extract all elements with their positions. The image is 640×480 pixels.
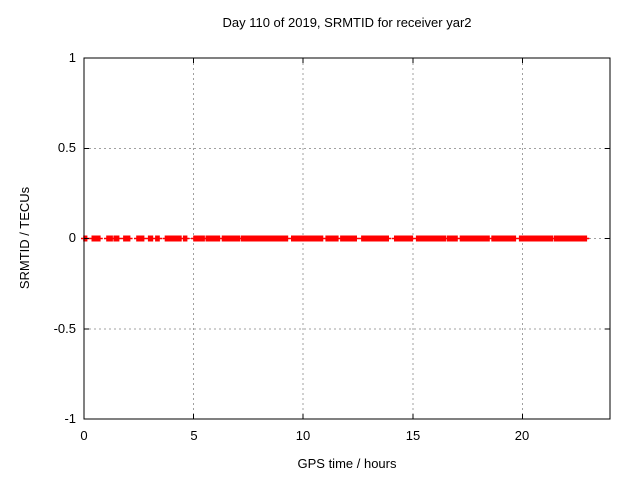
y-tick-label: -1 — [64, 411, 76, 426]
y-tick-label: -0.5 — [53, 321, 76, 336]
y-tick-label: 0 — [68, 230, 76, 245]
x-tick-label: 0 — [80, 428, 88, 443]
chart-title: Day 110 of 2019, SRMTID for receiver yar… — [222, 15, 472, 30]
x-axis-label: GPS time / hours — [297, 456, 397, 471]
x-tick-label: 15 — [405, 428, 421, 443]
x-tick-label: 10 — [295, 428, 311, 443]
y-tick-label: 0.5 — [57, 140, 76, 155]
x-tick-label: 20 — [514, 428, 530, 443]
y-tick-label: 1 — [68, 50, 76, 65]
x-tick-label: 5 — [190, 428, 198, 443]
